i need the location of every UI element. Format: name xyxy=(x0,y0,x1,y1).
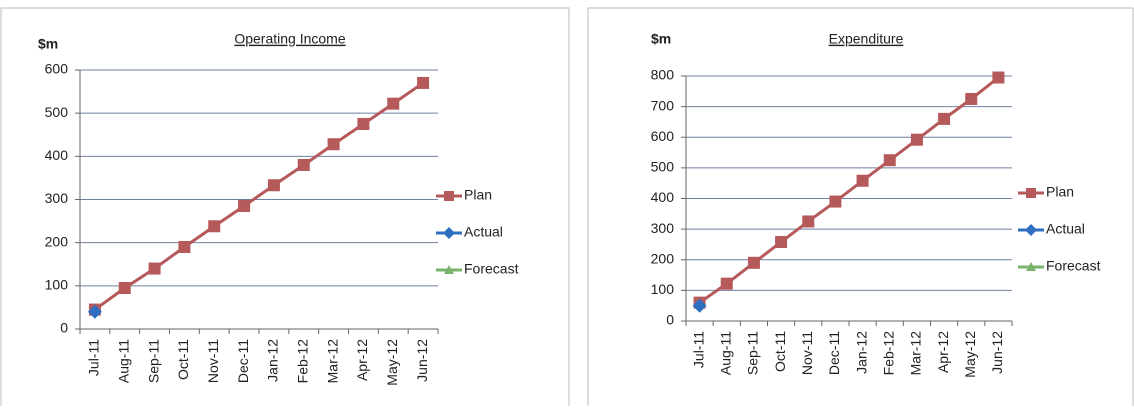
y-tick-label: 600 xyxy=(651,128,675,144)
marker xyxy=(238,199,251,212)
marker xyxy=(965,92,978,105)
marker xyxy=(118,281,131,294)
x-tick-label: Dec-11 xyxy=(235,339,251,383)
series-line xyxy=(698,76,1000,304)
x-tick-label: Oct-11 xyxy=(772,331,788,372)
x-tick-label: Feb-12 xyxy=(294,339,310,384)
x-tick-label: Nov-11 xyxy=(799,331,815,375)
y-tick-label: 400 xyxy=(45,147,69,163)
marker xyxy=(327,138,340,151)
y-tick-label: 600 xyxy=(45,61,69,77)
y-axis-label: $m xyxy=(38,36,58,52)
y-tick-label: 300 xyxy=(45,190,69,206)
x-tick-label: Jan-12 xyxy=(265,339,281,382)
marker xyxy=(208,220,221,233)
legend-marker xyxy=(444,265,454,274)
y-tick-label: 0 xyxy=(666,312,674,328)
x-tick-label: Aug-11 xyxy=(115,339,131,383)
marker xyxy=(87,304,102,319)
y-tick-label: 800 xyxy=(651,67,675,83)
x-tick-label: Jul-11 xyxy=(86,339,102,376)
marker xyxy=(720,277,733,290)
marker xyxy=(910,133,923,146)
y-tick-label: 500 xyxy=(45,104,69,120)
marker xyxy=(747,256,760,269)
legend-marker xyxy=(443,227,455,239)
legend-label: Actual xyxy=(464,224,503,240)
x-tick-label: Jul-11 xyxy=(690,331,706,368)
y-tick-label: 100 xyxy=(651,281,675,297)
legend-marker xyxy=(1026,188,1036,198)
legend-label: Forecast xyxy=(464,261,519,277)
legend-label: Actual xyxy=(1046,221,1085,237)
marker xyxy=(267,179,280,192)
marker xyxy=(992,71,1005,84)
y-tick-label: 100 xyxy=(45,277,69,293)
marker xyxy=(178,240,191,253)
x-tick-label: Sep-11 xyxy=(745,331,761,375)
y-tick-label: 200 xyxy=(651,250,675,266)
x-tick-label: Mar-12 xyxy=(908,331,924,376)
x-tick-label: Nov-11 xyxy=(205,339,221,383)
x-tick-label: Feb-12 xyxy=(880,331,896,376)
y-tick-label: 300 xyxy=(651,220,675,236)
x-tick-label: May-12 xyxy=(384,339,400,386)
x-tick-label: Jan-12 xyxy=(853,331,869,374)
y-tick-label: 500 xyxy=(651,159,675,175)
y-tick-label: 400 xyxy=(651,189,675,205)
legend-marker xyxy=(1026,262,1036,271)
marker xyxy=(387,97,400,110)
marker xyxy=(692,298,707,313)
marker xyxy=(802,215,815,228)
marker xyxy=(883,154,896,167)
y-tick-label: 700 xyxy=(651,97,675,113)
x-tick-label: May-12 xyxy=(962,331,978,378)
x-tick-label: Oct-11 xyxy=(175,339,191,380)
x-tick-label: Mar-12 xyxy=(324,339,340,384)
chart-title: Expenditure xyxy=(829,31,904,47)
marker xyxy=(148,262,161,275)
marker xyxy=(829,195,842,208)
legend-label: Plan xyxy=(464,187,492,203)
legend-label: Plan xyxy=(1046,184,1074,200)
marker xyxy=(297,158,310,171)
y-axis-label: $m xyxy=(651,31,671,47)
marker xyxy=(856,174,869,187)
marker xyxy=(357,117,370,130)
x-tick-label: Aug-11 xyxy=(717,331,733,375)
legend-marker xyxy=(444,191,454,201)
x-tick-label: Apr-12 xyxy=(354,339,370,381)
marker xyxy=(775,235,788,248)
x-tick-label: Jun-12 xyxy=(989,331,1005,374)
x-tick-label: Apr-12 xyxy=(935,331,951,373)
chart-title: Operating Income xyxy=(234,31,345,47)
y-tick-label: 200 xyxy=(45,233,69,249)
marker xyxy=(417,76,430,89)
marker xyxy=(938,112,951,125)
legend-label: Forecast xyxy=(1046,258,1101,274)
x-tick-label: Dec-11 xyxy=(826,331,842,375)
y-tick-label: 0 xyxy=(60,320,68,336)
x-tick-label: Jun-12 xyxy=(414,339,430,382)
series-line xyxy=(94,81,424,311)
legend-marker xyxy=(1025,224,1037,236)
x-tick-label: Sep-11 xyxy=(145,339,161,383)
